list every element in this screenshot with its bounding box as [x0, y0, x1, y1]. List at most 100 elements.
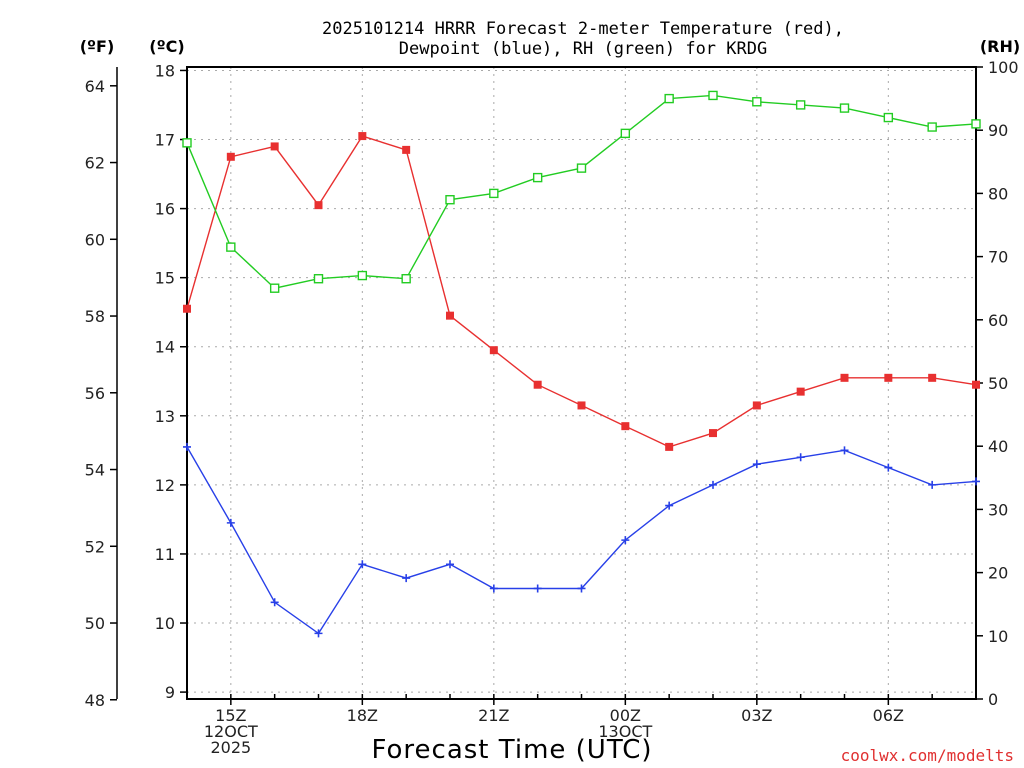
- x-tick-label: 03Z: [741, 706, 772, 725]
- 2-meter-temperature-point: [928, 373, 937, 382]
- dewpoint-point: [972, 477, 980, 486]
- rh-point: [883, 112, 894, 123]
- celsius-unit-label: (ºC): [149, 37, 184, 56]
- dewpoint-point: [884, 463, 893, 472]
- rh-point: [182, 138, 192, 148]
- celsius-tick-label: 15: [155, 269, 175, 288]
- fahrenheit-tick-label: 48: [85, 691, 105, 710]
- 2-meter-temperature-point: [665, 442, 674, 451]
- dewpoint-point: [489, 584, 498, 593]
- x-tick-label: 18Z: [347, 706, 378, 725]
- 2-meter-temperature-line: [186, 135, 977, 448]
- dewpoint-point: [270, 598, 279, 607]
- celsius-tick-label: 18: [155, 61, 175, 80]
- 2-meter-temperature-point: [533, 380, 542, 389]
- dewpoint-point: [402, 574, 411, 583]
- fahrenheit-unit-label: (ºF): [80, 37, 115, 56]
- rh-point: [269, 283, 280, 293]
- rh-point: [532, 172, 543, 183]
- rh-point: [445, 195, 455, 205]
- celsius-tick-label: 16: [155, 200, 175, 219]
- rh-point: [927, 122, 937, 132]
- 2-meter-temperature-point: [446, 311, 454, 320]
- rh-tick-label: 20: [988, 564, 1008, 583]
- rh-point: [708, 90, 718, 101]
- x-tick-label: 2025: [210, 738, 251, 757]
- fahrenheit-tick-label: 52: [85, 537, 105, 556]
- dewpoint-point: [314, 629, 323, 638]
- rh-tick-label: 50: [988, 374, 1008, 393]
- rh-unit-label: (RH): [980, 37, 1020, 56]
- rh-point: [313, 274, 324, 284]
- 2-meter-temperature-point: [270, 142, 279, 151]
- dewpoint-line: [186, 446, 977, 635]
- 2-meter-temperature-point: [314, 201, 323, 210]
- dewpoint-point: [928, 480, 937, 489]
- dewpoint-point: [709, 480, 717, 489]
- rh-tick-label: 90: [988, 121, 1008, 140]
- 2-meter-temperature-point: [577, 401, 586, 410]
- x-tick-label: 12OCT: [204, 722, 258, 741]
- rh-point: [620, 128, 631, 139]
- plot-frame: [186, 66, 977, 700]
- x-tick-label: 00Z: [610, 706, 641, 725]
- celsius-tick-label: 9: [165, 683, 175, 702]
- rh-point: [401, 274, 411, 284]
- fahrenheit-tick-label: 60: [85, 230, 105, 249]
- celsius-tick-label: 17: [155, 131, 175, 150]
- 2-meter-temperature-point: [358, 132, 367, 141]
- chart-title-line-1: 2025101214 HRRR Forecast 2-meter Tempera…: [322, 19, 844, 39]
- celsius-tick-label: 10: [155, 614, 175, 633]
- rh-tick-label: 100: [988, 58, 1019, 77]
- rh-tick-label: 60: [988, 311, 1008, 330]
- celsius-tick-label: 14: [155, 338, 175, 357]
- dewpoint-point: [621, 536, 630, 545]
- 2-meter-temperature-point: [183, 304, 191, 313]
- rh-line: [186, 94, 977, 289]
- rh-point: [576, 163, 587, 173]
- x-tick-label: 13OCT: [598, 722, 652, 741]
- rh-point: [664, 93, 674, 104]
- fahrenheit-tick-label: 56: [85, 384, 105, 403]
- dewpoint-point: [533, 584, 542, 593]
- x-axis-label: Forecast Time (UTC): [371, 735, 652, 765]
- celsius-tick-label: 11: [155, 545, 175, 564]
- series-layer: [182, 90, 981, 638]
- fahrenheit-tick-label: 62: [85, 154, 105, 173]
- 2-meter-temperature-point: [709, 429, 717, 438]
- 2-meter-temperature-point: [226, 152, 235, 161]
- 2-meter-temperature-point: [752, 401, 761, 410]
- dewpoint-point: [840, 446, 849, 455]
- rh-point: [489, 188, 499, 199]
- fahrenheit-tick-label: 50: [85, 614, 105, 633]
- chart-title-line-2: Dewpoint (blue), RH (green) for KRDG: [399, 39, 767, 59]
- fahrenheit-tick-label: 64: [85, 77, 105, 96]
- rh-tick-label: 10: [988, 627, 1008, 646]
- 2-meter-temperature-point: [796, 387, 805, 396]
- rh-point: [357, 270, 368, 281]
- rh-point: [795, 100, 806, 110]
- dewpoint-point: [183, 442, 191, 451]
- 2-meter-temperature-point: [972, 380, 980, 389]
- 2-meter-temperature-point: [489, 346, 498, 355]
- dewpoint-point: [226, 518, 235, 527]
- dewpoint-point: [358, 560, 367, 569]
- 2-meter-temperature-point: [840, 373, 849, 382]
- rh-point: [226, 242, 236, 252]
- rh-point: [752, 97, 762, 107]
- grid-layer: [187, 67, 976, 699]
- dewpoint-point: [665, 501, 674, 510]
- celsius-tick-label: 12: [155, 476, 175, 495]
- dewpoint-point: [752, 460, 761, 469]
- x-tick-label: 06Z: [873, 706, 904, 725]
- 2-meter-temperature-point: [884, 373, 893, 382]
- credit-text: coolwx.com/modelts: [841, 746, 1014, 765]
- 2-meter-temperature-point: [402, 145, 411, 154]
- rh-tick-label: 80: [988, 184, 1008, 203]
- axes-layer: 9 10 11 12 13 14 15 16 17 18 48 50 52 54 56 58 60 62 64 0 10…: [85, 58, 1019, 757]
- rh-point: [839, 103, 850, 113]
- rh-tick-label: 30: [988, 500, 1008, 519]
- rh-tick-label: 70: [988, 248, 1008, 267]
- dewpoint-point: [446, 560, 454, 569]
